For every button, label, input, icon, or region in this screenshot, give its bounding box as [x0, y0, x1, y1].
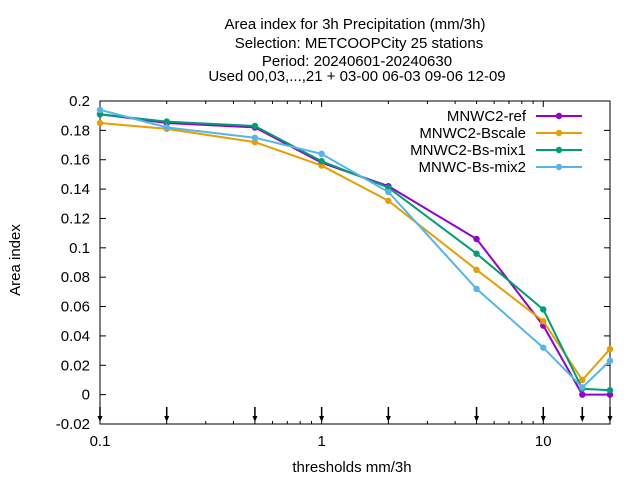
data-point: [579, 391, 586, 398]
plot-frame: [99, 100, 611, 425]
series-line: [99, 122, 611, 382]
data-point: [540, 306, 547, 313]
legend: MNWC2-refMNWC2-BscaleMNWC2-Bs-mix1MNWC-B…: [410, 108, 582, 176]
legend-label: MNWC2-ref: [447, 108, 527, 125]
legend-swatch-marker: [555, 146, 563, 154]
threshold-arrow-head: [540, 416, 546, 422]
title-line-3: Period: 20240601-20240630: [262, 53, 452, 70]
chart-title: Area index for 3h Precipitation (mm/3h) …: [208, 16, 505, 85]
threshold-arrow-head: [579, 416, 585, 422]
y-tick-label: 0: [82, 387, 90, 404]
y-tick-label: 0.12: [61, 210, 90, 227]
data-point: [96, 119, 104, 127]
y-tick-label: 0.16: [61, 152, 90, 169]
data-point: [473, 250, 480, 257]
data-point: [473, 235, 480, 243]
x-tick-label: 1: [317, 433, 325, 450]
data-point: [318, 150, 325, 158]
title-line-2: Selection: METCOOPCity 25 stations: [235, 35, 483, 52]
series-line: [99, 113, 611, 392]
data-point: [540, 344, 547, 351]
y-tick-label: 0.08: [61, 269, 90, 286]
y-axis-label: Area index: [7, 224, 24, 296]
data-point: [251, 122, 259, 130]
title-line-4: Used 00,03,...,21 + 03-00 06-03 09-06 12…: [208, 68, 505, 85]
y-tick-label: -0.02: [56, 416, 90, 433]
data-point: [163, 124, 170, 131]
data-point: [318, 157, 325, 165]
threshold-markers: [97, 407, 613, 422]
y-tick-label: 0.2: [69, 93, 90, 110]
data-point: [606, 387, 614, 394]
x-axis-label: thresholds mm/3h: [292, 459, 411, 476]
data-point: [251, 138, 259, 146]
legend-swatch-marker: [555, 129, 563, 137]
data-point: [385, 197, 392, 205]
data-point: [96, 106, 104, 114]
series-line: [99, 108, 611, 389]
y-tick-label: 0.04: [61, 328, 90, 345]
y-tick-label: 0.1: [69, 240, 90, 257]
threshold-arrow-head: [607, 416, 613, 422]
data-point: [579, 376, 586, 384]
title-line-1: Area index for 3h Precipitation (mm/3h): [225, 16, 486, 33]
legend-swatch-marker: [555, 112, 563, 120]
data-point: [579, 384, 586, 391]
data-point: [385, 188, 392, 196]
data-point: [96, 111, 104, 118]
data-point: [606, 345, 614, 353]
data-point: [473, 285, 480, 293]
legend-label: MNWC2-Bscale: [419, 125, 526, 142]
data-point: [163, 118, 170, 125]
threshold-arrow-head: [97, 416, 103, 422]
y-tick-label: 0.02: [61, 357, 90, 374]
data-point: [606, 391, 614, 398]
data-point: [318, 162, 325, 169]
y-tick-label: 0.06: [61, 299, 90, 316]
threshold-arrow-head: [319, 416, 325, 422]
data-point: [606, 357, 614, 365]
series: [96, 106, 614, 398]
threshold-arrow-head: [164, 416, 170, 422]
series-line: [99, 113, 610, 396]
data-point: [385, 184, 392, 191]
x-tick-label: 0.1: [90, 433, 111, 450]
axes: -0.02 0 0.02 0.04 0.06 0.08 0.1 0.12 0.14 0.16 0.1…: [56, 93, 611, 450]
legend-swatch-marker: [555, 163, 563, 171]
data-point: [540, 318, 547, 325]
threshold-arrow-head: [252, 416, 258, 422]
legend-label: MNWC-Bs-mix2: [419, 159, 526, 176]
y-tick-label: 0.14: [61, 181, 90, 198]
threshold-arrow-head: [385, 416, 391, 422]
y-tick-label: 0.18: [61, 122, 90, 139]
data-point: [251, 134, 259, 141]
x-tick-label: 10: [535, 433, 552, 450]
legend-label: MNWC2-Bs-mix1: [410, 142, 526, 159]
threshold-arrow-head: [474, 416, 480, 422]
data-point: [473, 266, 480, 274]
